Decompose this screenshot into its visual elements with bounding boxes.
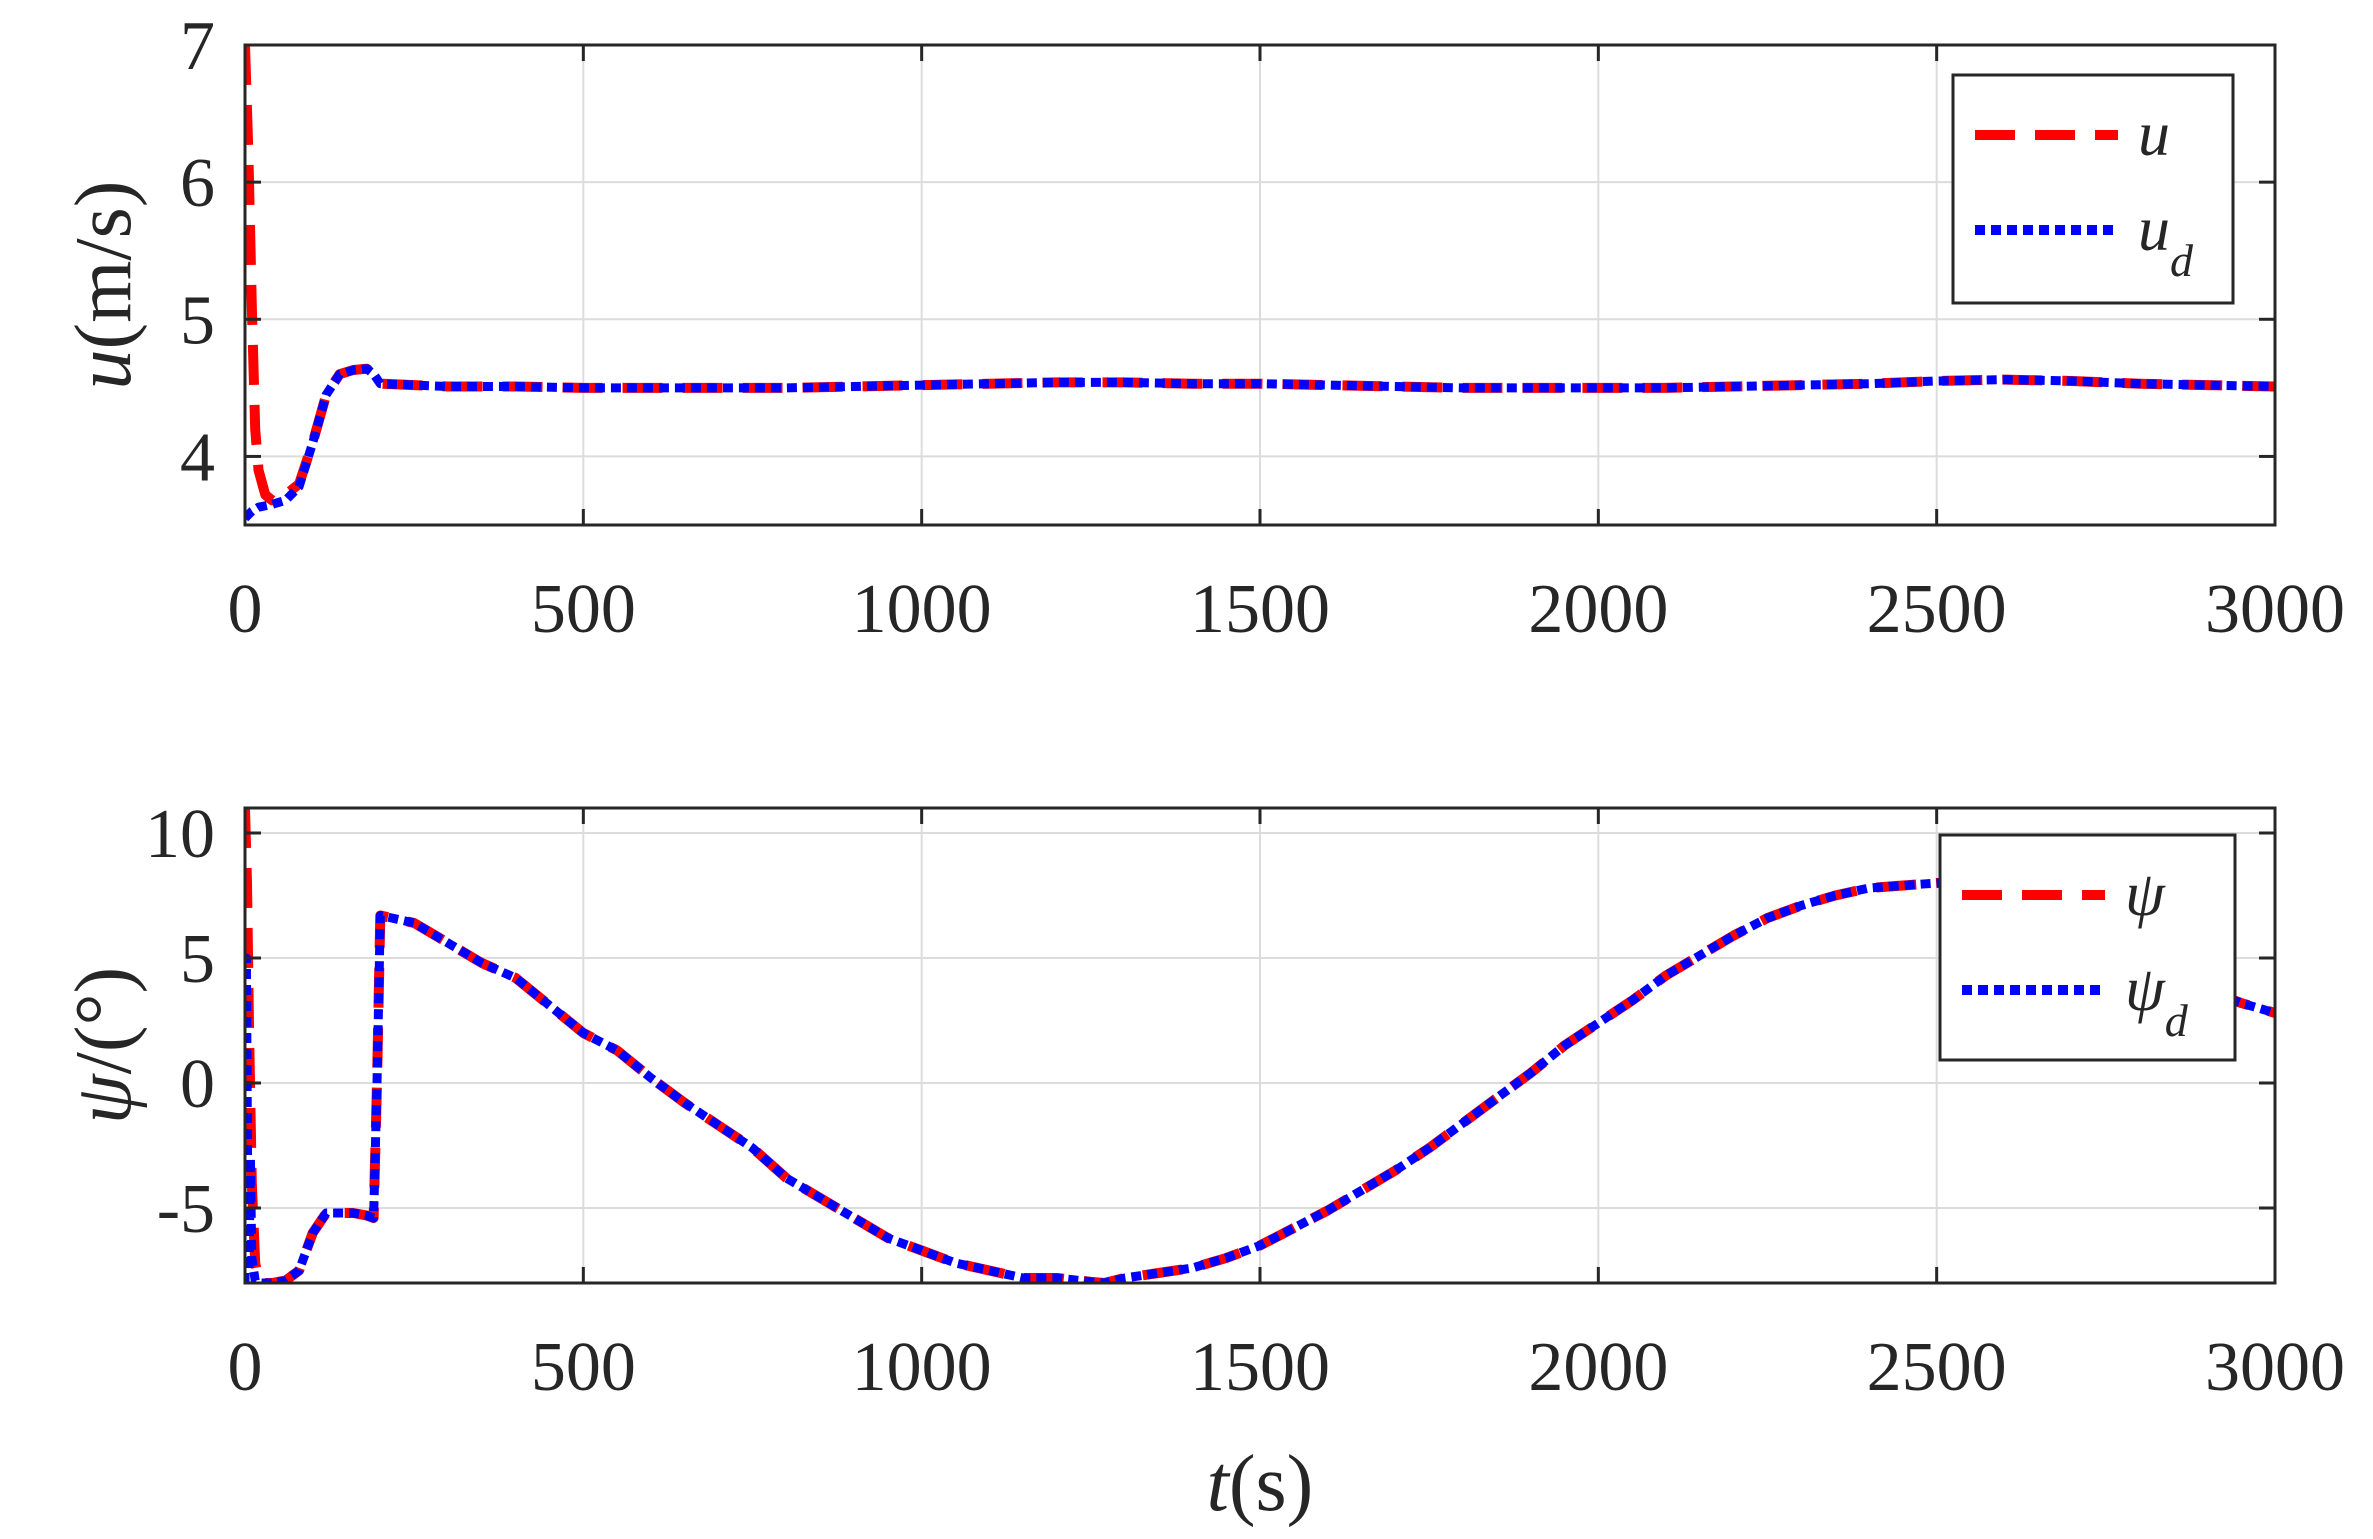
series-line-u_d (245, 364, 2275, 522)
legend-entry-label: ud (2138, 193, 2194, 286)
y-tick-label: 7 (180, 8, 215, 85)
y-axis-label: u(m/s) (60, 181, 148, 390)
series-line-x_d (245, 878, 2275, 1283)
legend-box (1938, 833, 2237, 1062)
legend-entry-label: ψd (2125, 953, 2189, 1046)
series-group (245, 45, 2275, 522)
legend: ψψd (1938, 833, 2237, 1062)
x-tick-label: 0 (228, 571, 263, 648)
x-axis-label-var: t (1207, 1440, 1231, 1528)
y-tick-label: 10 (145, 796, 215, 873)
legend-box (1951, 73, 2235, 305)
y-axis-label-unit: (m/s) (60, 181, 148, 350)
y-axis-label: ψ/(°) (60, 967, 148, 1124)
x-tick-label: 2000 (1528, 1329, 1668, 1406)
y-tick-label: -5 (157, 1171, 215, 1248)
y-tick-label: 0 (180, 1046, 215, 1123)
x-tick-label: 0 (228, 1329, 263, 1406)
legend-entry-subscript: d (2165, 995, 2189, 1046)
x-tick-label: 1500 (1190, 571, 1330, 648)
legend-entry-base: u (2138, 193, 2170, 264)
legend-entry-subscript: d (2170, 235, 2194, 286)
x-tick-label: 1000 (852, 1329, 992, 1406)
legend: uud (1951, 73, 2235, 305)
x-axis-label-unit: (s) (1229, 1440, 1313, 1528)
x-tick-label: 3000 (2205, 1329, 2345, 1406)
x-axis-label: t(s) (1207, 1440, 1314, 1528)
y-axis-label-unit: /(°) (60, 967, 148, 1075)
y-axis-label-var: u (60, 349, 148, 389)
x-tick-label: 500 (531, 571, 636, 648)
x-tick-label: 2000 (1528, 571, 1668, 648)
x-tick-label: 2500 (1867, 1329, 2007, 1406)
legend-entry-base: ψ (2125, 858, 2166, 929)
legend-entry-base: u (2138, 98, 2170, 169)
chart-panel-2: 0 500 1000 1500 2000 2500 3000-50510ψ/(°)t(s)ψ… (60, 796, 2345, 1528)
x-tick-label: 2500 (1867, 571, 2007, 648)
y-axis-label-var: ψ (60, 1073, 148, 1124)
x-tick-label: 1500 (1190, 1329, 1330, 1406)
legend-entry-base: ψ (2125, 953, 2166, 1024)
series-group (245, 808, 2275, 1283)
x-tick-label: 500 (531, 1329, 636, 1406)
x-tick-label: 1000 (852, 571, 992, 648)
legend-entry-label: u (2138, 98, 2170, 169)
y-tick-label: 5 (180, 282, 215, 359)
y-tick-label: 6 (180, 145, 215, 222)
legend-entry-label: ψ (2125, 858, 2166, 929)
x-tick-label: 3000 (2205, 571, 2345, 648)
y-tick-label: 4 (180, 419, 215, 496)
y-tick-label: 5 (180, 921, 215, 998)
